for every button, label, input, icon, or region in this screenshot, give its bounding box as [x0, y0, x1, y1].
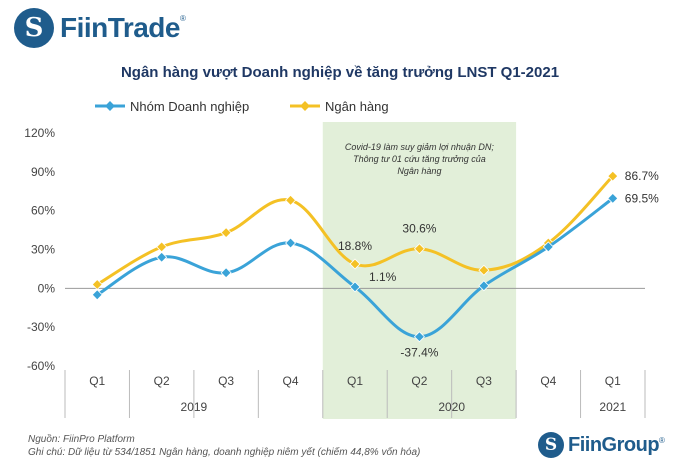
data-label: 1.1% [369, 270, 397, 284]
legend-label: Ngân hàng [325, 99, 389, 114]
enterprise-point [91, 289, 103, 301]
highlight-annotation-line: Covid-19 làm suy giảm lợi nhuận DN; [345, 142, 495, 152]
data-label: 30.6% [402, 222, 436, 236]
data-label: 69.5% [625, 191, 659, 205]
data-label: 86.7% [625, 169, 659, 183]
fiintrade-logo: S FiinTrade® [14, 8, 186, 48]
x-tick-label: Q4 [283, 374, 299, 388]
x-tick-label: Q3 [476, 374, 492, 388]
bank-point [413, 243, 425, 255]
y-tick-label: 0% [38, 281, 56, 295]
fiingroup-brand: FiinGroup® [568, 433, 665, 456]
fiintrade-logo-icon: S [14, 8, 54, 48]
x-tick-label: Q2 [411, 374, 427, 388]
data-label: 18.8% [338, 239, 372, 253]
footer-note: Ghi chú: Dữ liệu từ 534/1851 Ngân hàng, … [28, 447, 421, 458]
footer-source: Nguồn: FiinPro Platform [28, 434, 135, 445]
bank-point [156, 241, 168, 253]
x-tick-label: Q2 [154, 374, 170, 388]
fiingroup-logo: S FiinGroup® [538, 432, 665, 458]
bank-point [349, 258, 361, 270]
y-tick-label: 60% [31, 204, 55, 218]
data-label: -37.4% [400, 346, 438, 360]
y-tick-label: 30% [31, 243, 55, 257]
x-tick-label: Q4 [540, 374, 556, 388]
x-tick-label: Q1 [89, 374, 105, 388]
legend-label: Nhóm Doanh nghiệp [130, 99, 249, 114]
x-tick-label: Q1 [347, 374, 363, 388]
bank-point [607, 170, 619, 182]
y-tick-label: 90% [31, 165, 55, 179]
chart-title: Ngân hàng vượt Doanh nghiệp về tăng trưở… [120, 64, 560, 81]
enterprise-point [220, 267, 232, 279]
highlight-annotation-line: Ngân hàng [397, 166, 441, 176]
x-group-label: 2019 [181, 400, 208, 414]
x-group-label: 2020 [438, 400, 465, 414]
y-tick-label: 120% [24, 126, 55, 140]
enterprise-point [607, 192, 619, 204]
y-tick-label: -60% [27, 359, 55, 373]
bank-point [220, 227, 232, 239]
enterprise-point [542, 241, 554, 253]
x-tick-label: Q1 [605, 374, 621, 388]
fiintrade-brand: FiinTrade® [60, 12, 186, 43]
enterprise-point [413, 331, 425, 343]
bank-point [91, 278, 103, 290]
legend-marker [300, 101, 310, 111]
legend-marker [105, 101, 115, 111]
bank-point [478, 264, 490, 276]
x-group-label: 2021 [599, 400, 626, 414]
footer-notes: Nguồn: FiinPro Platform Ghi chú: Dữ liệu… [28, 433, 420, 459]
enterprise-point [478, 280, 490, 292]
highlight-annotation-line: Thông tư 01 cứu tăng trưởng của [353, 154, 486, 164]
enterprise-point [349, 281, 361, 293]
enterprise-point [285, 237, 297, 249]
enterprise-point [156, 251, 168, 263]
bank-point [285, 194, 297, 206]
x-tick-label: Q3 [218, 374, 234, 388]
y-tick-label: -30% [27, 320, 55, 334]
fiingroup-logo-icon: S [538, 432, 564, 458]
